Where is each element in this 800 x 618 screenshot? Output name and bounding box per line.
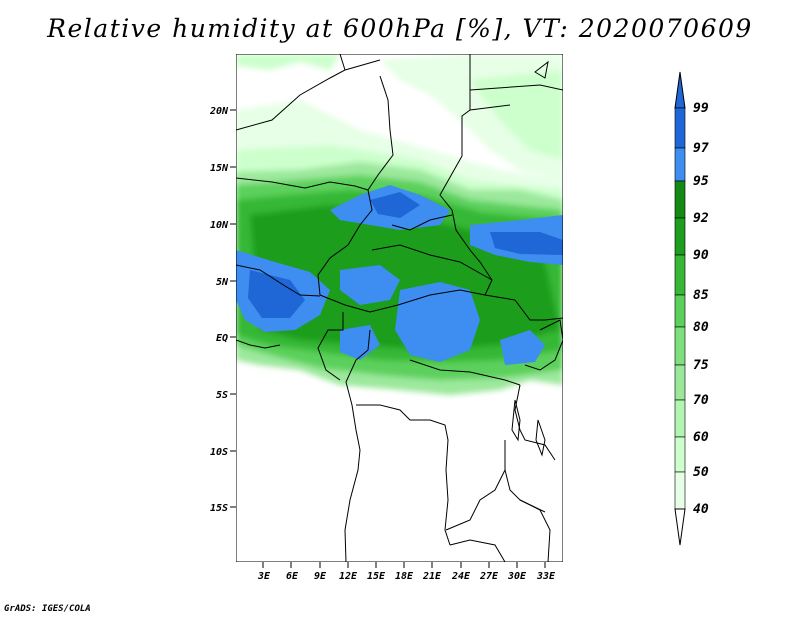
colorbar-segment xyxy=(674,326,686,366)
lat-label: 15N xyxy=(210,163,229,174)
lakes xyxy=(511,60,549,513)
lon-label: 9E xyxy=(314,571,327,582)
colorbar-label: 40 xyxy=(693,502,709,517)
colorbar-segment xyxy=(674,254,686,296)
colorbar-label: 99 xyxy=(693,101,709,116)
colorbar-label: 75 xyxy=(693,358,709,373)
grads-credit: GrADS: IGES/COLA xyxy=(4,604,91,614)
colorbar-label: 50 xyxy=(693,465,709,480)
humidity-field-saturated xyxy=(236,185,563,365)
lat-axis: 20N 15N 10N 5N EQ 5S 10S 15S xyxy=(209,106,236,514)
colorbar-segment xyxy=(674,217,686,256)
lon-label: 33E xyxy=(536,571,556,582)
colorbar-segment xyxy=(674,364,686,401)
lat-label: 20N xyxy=(209,106,229,117)
colorbar-label: 90 xyxy=(693,248,709,263)
lon-label: 27E xyxy=(479,571,499,582)
lon-label: 12E xyxy=(339,571,358,582)
lon-label: 24E xyxy=(451,571,471,582)
colorbar-label: 70 xyxy=(693,393,709,408)
lat-label: 10S xyxy=(210,447,228,458)
lat-label: 5S xyxy=(216,390,228,401)
colorbar-label: 97 xyxy=(693,141,709,156)
lat-label: 10N xyxy=(210,220,229,231)
colorbar-segment xyxy=(674,147,686,182)
colorbar-segment xyxy=(674,471,686,510)
colorbar-top-arrow xyxy=(674,71,686,109)
colorbar-segment xyxy=(674,399,686,438)
map-title: Relative humidity at 600hPa [%], VT: 202… xyxy=(47,14,753,43)
colorbar-segment xyxy=(674,107,686,149)
colorbar-label: 60 xyxy=(693,430,709,445)
humidity-field-main xyxy=(236,162,563,395)
lon-axis: 3E 6E 9E 12E 15E 18E 21E 24E 27E 30E 33E xyxy=(257,562,556,582)
colorbar-label: 85 xyxy=(693,288,709,303)
country-boundaries xyxy=(236,54,563,562)
colorbar-segment xyxy=(674,180,686,219)
colorbar-label: 92 xyxy=(693,211,709,226)
colorbar-label: 95 xyxy=(693,174,709,189)
colorbar-bottom-arrow xyxy=(674,508,686,546)
map-panel xyxy=(236,54,563,562)
lon-label: 30E xyxy=(507,571,527,582)
lon-label: 6E xyxy=(286,571,299,582)
lon-label: 18E xyxy=(395,571,414,582)
colorbar-label: 80 xyxy=(693,320,709,335)
lat-label: EQ xyxy=(216,333,228,344)
colorbar: 40 50 60 70 75 80 85 90 92 95 97 99 xyxy=(674,71,709,546)
lon-label: 3E xyxy=(257,571,271,582)
lat-label: 5N xyxy=(216,277,229,288)
colorbar-segment xyxy=(674,436,686,473)
lat-label: 15S xyxy=(210,503,228,514)
lon-label: 21E xyxy=(422,571,442,582)
colorbar-segment xyxy=(674,294,686,328)
lon-label: 15E xyxy=(367,571,386,582)
